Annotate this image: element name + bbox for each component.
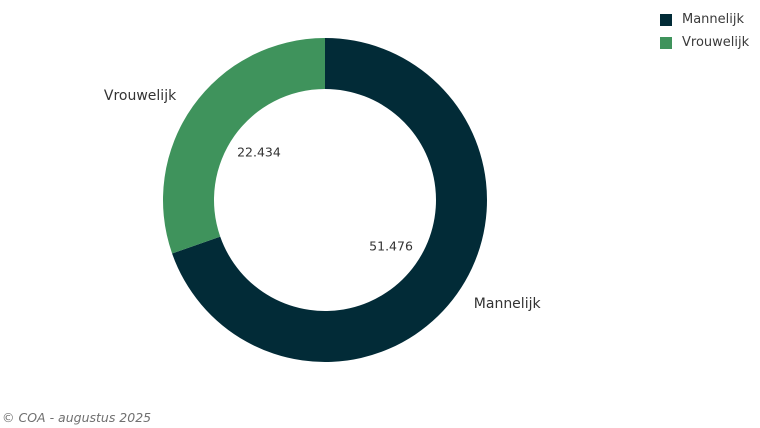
value-label-vrouwelijk: 22.434: [237, 145, 281, 160]
donut-labels: 51.476 Mannelijk 22.434 Vrouwelijk: [104, 88, 542, 312]
value-label-mannelijk: 51.476: [369, 238, 413, 253]
legend-item-mannelijk[interactable]: Mannelijk: [660, 8, 749, 31]
slice-label-vrouwelijk: Vrouwelijk: [104, 88, 177, 104]
slice-vrouwelijk[interactable]: [162, 38, 325, 254]
legend: Mannelijk Vrouwelijk: [660, 8, 749, 54]
legend-swatch-mannelijk: [660, 13, 672, 26]
slice-label-mannelijk: Mannelijk: [474, 296, 542, 312]
donut-slices: [162, 38, 487, 362]
source-credit: © COA - augustus 2025: [2, 410, 152, 425]
legend-label-mannelijk: Mannelijk: [682, 12, 745, 27]
legend-label-vrouwelijk: Vrouwelijk: [682, 35, 750, 50]
legend-swatch-vrouwelijk: [660, 36, 672, 49]
legend-item-vrouwelijk[interactable]: Vrouwelijk: [660, 31, 749, 54]
slice-mannelijk[interactable]: [172, 38, 487, 362]
